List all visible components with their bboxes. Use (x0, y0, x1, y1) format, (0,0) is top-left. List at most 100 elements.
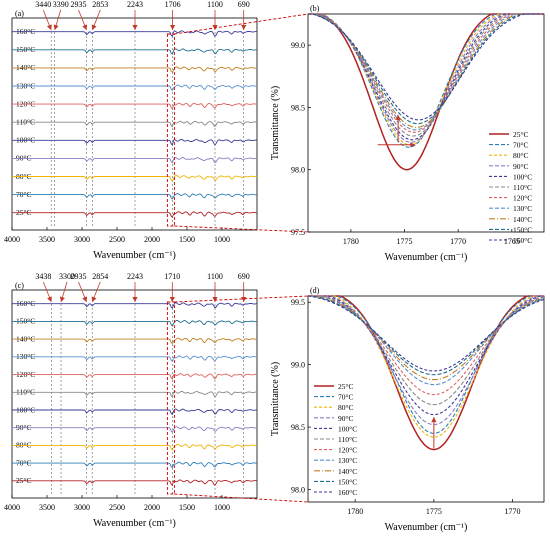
curve-70 (308, 295, 544, 434)
peak-label: 2243 (127, 272, 143, 281)
x-axis-label: Wavenumber (cm⁻¹) (385, 252, 468, 263)
x-tick-label: 2500 (109, 503, 125, 512)
spectrum-120 (12, 373, 258, 380)
spectrum-130 (12, 84, 258, 92)
panel-label: (b) (310, 4, 320, 13)
y-tick-label: 99.0 (291, 41, 305, 50)
x-axis-label: Wavenumber (cm⁻¹) (385, 522, 468, 533)
curve-160 (307, 295, 545, 372)
spectrum-120 (12, 102, 258, 110)
arrow-head (169, 25, 176, 30)
spectrum-25 (12, 479, 258, 487)
spectra-panel-a: 4000 3500 3000 2500 2000 1500 1000 Wavenumber (… (4, 0, 258, 261)
legend-label-100: 100°C (513, 172, 532, 181)
legend-label-120: 120°C (513, 194, 532, 203)
arrow-head (431, 417, 437, 423)
spectrum-140 (12, 66, 258, 73)
legend-label-70: 70°C (513, 141, 529, 150)
legend-label-140: 140°C (513, 215, 532, 224)
legend-label-110: 110°C (513, 183, 532, 192)
legend-label-130: 130°C (338, 456, 357, 465)
legend-label-100: 100°C (338, 424, 357, 433)
x-tick-label: 1765 (504, 237, 520, 246)
curve-140 (308, 13, 544, 128)
zoom-connector (174, 225, 309, 233)
legend-label-110: 110°C (338, 435, 357, 444)
arrow-head (47, 296, 52, 302)
arrow-head (91, 296, 97, 302)
x-tick-label: 4000 (4, 503, 20, 512)
panel-label: (c) (15, 281, 24, 290)
curve-150 (308, 13, 544, 125)
y-tick-label: 98.0 (291, 486, 305, 495)
peak-label: 3300 (59, 272, 75, 281)
spectrum-130 (12, 355, 258, 363)
spectrum-25 (12, 211, 258, 218)
zoom-panel-d: 1780 1775 1770 98.0 98.5 99.0 99.5 Wavenumber (… (270, 286, 545, 533)
arrow-head (53, 24, 59, 30)
x-tick-label: 1780 (343, 237, 359, 246)
spectrum-100 (12, 408, 258, 416)
legend-label-140: 140°C (338, 467, 357, 476)
spectrum-100 (12, 138, 258, 146)
panel-label: (a) (15, 9, 24, 18)
y-tick-label: 98.0 (291, 166, 305, 175)
panel-label: (d) (310, 286, 320, 295)
plot-frame (11, 289, 258, 499)
arrow-head (395, 114, 401, 120)
x-tick-label: 2000 (144, 235, 160, 244)
curve-25 (308, 295, 544, 451)
peak-label: 2935 (71, 0, 87, 9)
spectrum-90 (12, 426, 258, 433)
y-tick-label: 99.0 (291, 361, 305, 370)
spectrum-150 (12, 48, 258, 55)
peak-label: 3438 (35, 272, 51, 281)
legend-label-150: 150°C (338, 477, 357, 486)
peak-label: 1100 (207, 0, 223, 9)
legend-label-70: 70°C (338, 393, 354, 402)
arrow-head (82, 24, 88, 30)
zoom-connector (174, 493, 309, 503)
spectrum-70 (12, 461, 258, 469)
x-tick-label: 1780 (347, 507, 363, 516)
spectrum-140 (12, 337, 257, 345)
spectrum-80 (12, 175, 258, 182)
spectrum-70 (12, 193, 258, 200)
x-tick-label: 2500 (109, 235, 125, 244)
x-tick-label: 2000 (144, 503, 160, 512)
legend-label-90: 90°C (513, 162, 529, 171)
legend-label-150: 150°C (513, 225, 532, 234)
curve-100 (308, 13, 544, 141)
zoom-connector (174, 295, 309, 303)
curve-130 (308, 13, 544, 131)
x-tick-label: 1770 (505, 507, 521, 516)
arrow-head (241, 25, 247, 30)
x-tick-label: 1500 (179, 235, 195, 244)
y-tick-label: 99.5 (291, 298, 305, 307)
legend-label-25: 25°C (338, 382, 354, 391)
y-axis-label: Transmittance (%) (270, 362, 281, 436)
y-tick-label: 97.5 (291, 228, 305, 237)
peak-label: 2853 (92, 0, 108, 9)
curve-130 (308, 295, 545, 386)
arrow-head (132, 25, 138, 30)
plot-frame (307, 295, 545, 503)
peak-label: 2243 (127, 0, 143, 9)
x-tick-label: 3500 (39, 235, 55, 244)
peak-label: 1710 (164, 272, 180, 281)
zoom-connector (174, 13, 309, 35)
curve-70 (308, 13, 544, 148)
arrow-head (169, 297, 175, 302)
plot-frame (307, 13, 545, 233)
peak-label: 690 (238, 0, 250, 9)
arrow-head (241, 297, 247, 302)
x-axis-label: Wavenumber (cm⁻¹) (93, 250, 176, 261)
zoom-region-box (166, 33, 175, 227)
peak-label: 3390 (53, 0, 69, 9)
spectrum-160 (12, 30, 257, 37)
x-tick-label: 3000 (74, 503, 90, 512)
trend-arrows-d (431, 417, 437, 449)
x-tick-label: 1770 (450, 237, 466, 246)
plot-frame (11, 17, 258, 231)
